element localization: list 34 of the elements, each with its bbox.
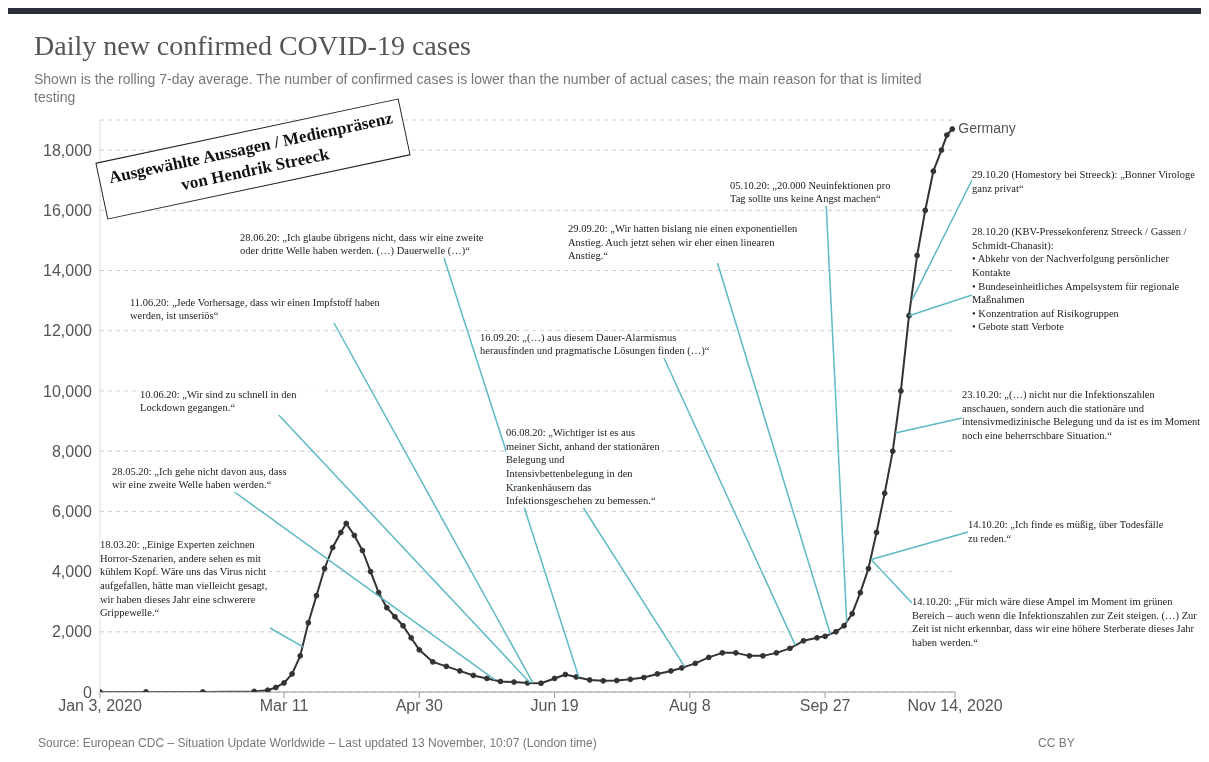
annotation: 23.10.20: „(…) nicht nur die Infektionszahlen anschauen, sondern auch die stationäre und intensivmedizinische Belegung und da ist es im Moment noch eine beherrschbare Situation.“ bbox=[962, 388, 1202, 443]
y-tick-label: 10,000 bbox=[43, 382, 93, 400]
annotation: 28.10.20 (KBV-Pressekonferenz Streeck / Gassen / Schmidt-Chanasit): • Abkehr von der Nachverfolgung persönlicher Kontakte • Bundeseinheitliches Ampelsystem für regionale Maßnahmen • Konzentration auf Risikogruppen • Gebote statt Verbote bbox=[972, 225, 1188, 335]
source-note: Source: European CDC – Situation Update Worldwide – Last updated 13 November, 10:07 (London time) bbox=[38, 736, 597, 750]
annotation: 10.06.20: „Wir sind zu schnell in den Lockdown gegangen.“ bbox=[140, 387, 325, 415]
annotation: 28.06.20: „Ich glaube übrigens nicht, dass wir eine zweite oder dritte Welle haben werden. (…) Dauerwelle (…)“ bbox=[240, 230, 495, 258]
y-tick-label: 14,000 bbox=[43, 262, 93, 280]
annotation: 29.10.20 (Homestory bei Streeck): „Bonner Virologe ganz privat“ bbox=[972, 168, 1196, 196]
series-label: Germany bbox=[958, 120, 1016, 137]
y-tick-label: 16,000 bbox=[43, 202, 93, 219]
annotation: 14.10.20: „Für mich wäre diese Ampel im Moment im grünen Bereich – auch wenn die Infektionszahlen zur Zeit steigen. (…) Zur Zeit ist nicht erkennbar, dass wir eine höhere Sterberate dieses Jahr haben werden.“ bbox=[912, 595, 1197, 650]
y-tick-label: 8,000 bbox=[51, 442, 93, 460]
annotation: 18.03.20: „Einige Experten zeichnen Horror-Szenarien, andere sehen es mit kühlem Kopf. Wäre uns das Virus nicht aufgefallen, hätte man vielleicht gesagt, wir haben dieses Jahr eine schwerere Grippewelle.“ bbox=[100, 538, 270, 620]
x-tick-label: Apr 30 bbox=[395, 697, 443, 715]
annotation: 16.09.20: „(…) aus diesem Dauer-Alarmismus herausfinden und pragmatische Lösungen finden (…)“ bbox=[480, 330, 710, 358]
y-tick-label: 4,000 bbox=[51, 563, 93, 581]
annotation: 06.08.20: „Wichtiger ist es aus meiner Sicht, anhand der stationären Belegung und Intensivbettenbelegung in den Krankenhäusern das Infektionsgeschehen zu bemessen.“ bbox=[506, 426, 661, 508]
x-tick-label: Nov 14, 2020 bbox=[907, 697, 1003, 715]
x-tick-label: Sep 27 bbox=[799, 697, 851, 715]
y-tick-label: 6,000 bbox=[51, 503, 93, 521]
annotation: 05.10.20: „20.000 Neuinfektionen pro Tag sollte uns keine Angst machen“ bbox=[730, 178, 905, 206]
annotation: 28.05.20: „Ich gehe nicht davon aus, dass wir eine zweite Welle haben werden.“ bbox=[112, 464, 287, 492]
x-tick-label: Jan 3, 2020 bbox=[58, 697, 142, 715]
x-tick-label: Mar 11 bbox=[259, 697, 309, 715]
x-tick-label: Aug 8 bbox=[668, 697, 711, 715]
text: CC BY bbox=[1038, 736, 1075, 750]
annotation: 14.10.20: „Ich finde es müßig, über Todesfälle zu reden.“ bbox=[968, 518, 1173, 546]
y-tick-label: 12,000 bbox=[43, 322, 93, 340]
annotation: 11.06.20: „Jede Vorhersage, dass wir einen Impfstoff haben werden, ist unseriös“ bbox=[130, 295, 385, 323]
x-tick-label: Jun 19 bbox=[530, 697, 579, 715]
y-tick-label: 18,000 bbox=[43, 141, 93, 159]
annotation: 29.09.20: „Wir hatten bislang nie einen exponentiellen Anstieg. Auch jetzt sehen wir eher einen linearen Anstieg.“ bbox=[568, 222, 798, 263]
y-tick-label: 2,000 bbox=[51, 623, 93, 641]
chart-title: Daily new confirmed COVID-19 cases bbox=[34, 30, 471, 62]
